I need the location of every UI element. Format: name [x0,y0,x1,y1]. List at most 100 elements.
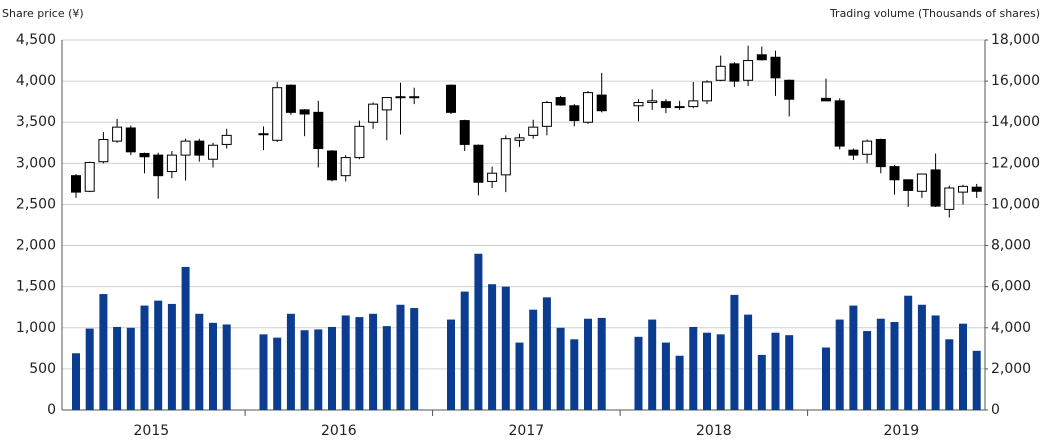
volume-bar [931,315,940,410]
volume-bar [835,319,844,410]
candle-body [208,144,218,160]
volume-bar [716,334,725,410]
volume-bar [542,297,551,410]
volume-bar [85,328,94,410]
candle-body [784,79,795,100]
volume-bar [209,322,217,410]
volume-bar [286,313,295,410]
candle-body [633,101,644,107]
candle-body [71,175,81,193]
volume-bar [273,337,282,410]
volume-bar [154,300,163,410]
candle-body [660,101,671,108]
volume-bar [259,334,268,410]
volume-bar [744,314,753,410]
volume-bar [570,339,579,410]
candle-body [125,127,136,153]
candle-body [514,137,525,141]
volume-bar [501,286,510,410]
volume-bar [945,339,954,410]
volume-bar [972,350,981,410]
x-tick-label: 2016 [321,423,357,439]
volume-bar [167,303,176,410]
candle-body [459,120,470,145]
candle-body [770,56,781,79]
volume-bar [222,324,231,410]
volume-bar [822,347,830,410]
volume-bar [314,329,323,410]
y2-tick-label: 18,000 [991,32,1040,48]
candle-body [958,185,968,193]
candle-body [729,63,740,82]
y2-tick-label: 14,000 [991,114,1040,130]
candle-body [446,84,456,113]
x-tick-label: 2019 [884,423,920,439]
candle-body [194,140,205,156]
y-tick-label: 3,000 [16,155,56,171]
y-tick-label: 500 [29,361,56,377]
candle-body [756,54,767,61]
candle-body [647,100,658,103]
candle-body [528,126,539,136]
volume-bar [460,291,469,410]
volume-bar [917,304,926,410]
volume-bar [529,309,538,410]
y2-tick-label: 12,000 [991,155,1040,171]
y-tick-label: 4,000 [16,73,56,89]
candle-body [688,100,699,108]
candle-body [875,138,886,168]
y-tick-label: 2,500 [16,196,56,212]
x-tick-label: 2015 [134,423,170,439]
volume-bar [730,294,739,410]
candle-body [180,140,191,156]
volume-bar [99,294,108,410]
volume-bar [876,318,885,410]
volume-bar [369,313,378,410]
volume-bar [515,342,524,410]
volume-bar [785,335,794,410]
candle-body [583,92,593,123]
candle-body [930,169,941,207]
candle-body [862,140,873,155]
volume-bar [757,354,766,410]
x-tick-label: 2018 [696,423,732,439]
volume-bar [675,355,684,410]
volume-bar [597,317,606,410]
volume-bar [181,266,190,410]
candle-body [258,133,269,136]
candle-body [409,96,420,99]
candle-body [555,97,566,106]
candle-body [84,162,95,192]
volume-bar [447,319,455,410]
volume-bar [849,305,858,410]
candle-body [903,179,914,191]
candle-body [541,101,552,127]
candle-body [916,173,927,192]
y-tick-label: 1,000 [16,320,56,336]
y2-tick-label: 4,000 [991,320,1031,336]
volume-bar [410,308,419,410]
volume-bar [126,327,135,410]
candle-body [340,157,351,177]
candle-body [354,125,365,159]
volume-bar [72,353,80,410]
volume-bar [113,326,122,410]
candle-body [299,109,310,115]
candle-body [313,111,324,150]
candle-body [743,60,754,81]
x-tick-label: 2017 [509,423,545,439]
y2-axis-title: Trading volume (Thousands of shares) [829,7,1040,20]
candle-body [702,81,712,102]
candle-body [327,150,337,181]
candle-body [395,96,406,99]
y2-tick-label: 2,000 [991,361,1031,377]
volume-bar [959,323,967,410]
volume-bar [140,305,149,410]
candle-body [848,149,859,156]
volume-bar [195,313,204,410]
volume-bar [474,253,483,410]
volume-bar [863,331,872,410]
candle-body [166,154,177,173]
y2-tick-label: 8,000 [991,238,1031,254]
